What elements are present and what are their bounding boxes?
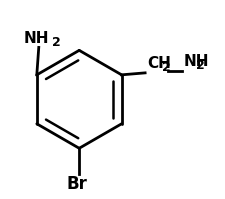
Text: Br: Br (67, 175, 88, 193)
Text: 2: 2 (162, 61, 171, 74)
Text: 2: 2 (52, 36, 61, 49)
Text: CH: CH (147, 56, 171, 71)
Text: 2: 2 (196, 59, 205, 72)
Text: NH: NH (183, 54, 209, 69)
Text: NH: NH (24, 31, 50, 46)
